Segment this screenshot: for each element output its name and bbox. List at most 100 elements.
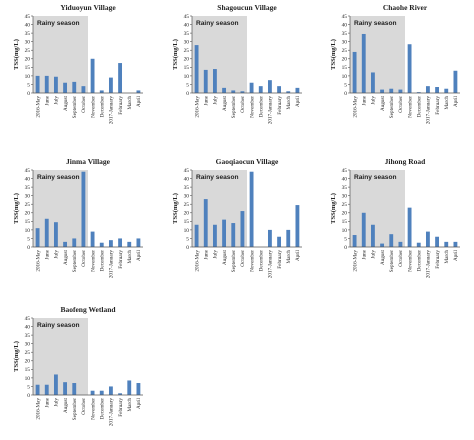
bar-2017-january xyxy=(108,240,113,247)
y-tick-label: 40 xyxy=(25,22,31,28)
chart-title: Jinma Village xyxy=(66,157,111,166)
y-tick-label: 20 xyxy=(342,57,348,63)
y-tick-label: 20 xyxy=(25,57,31,63)
rainy-season-label: Rainy season xyxy=(37,174,80,181)
y-tick-label: 0 xyxy=(344,245,347,251)
x-tick-label: June xyxy=(362,249,368,259)
bar-april xyxy=(295,87,300,93)
y-tick-label: 5 xyxy=(27,384,30,390)
y-tick-label: 40 xyxy=(342,22,348,28)
bar-december xyxy=(99,390,104,395)
x-tick-label: November xyxy=(407,250,413,272)
bar-march xyxy=(444,88,449,93)
y-tick-label: 35 xyxy=(184,31,190,37)
x-tick-label: February xyxy=(435,250,441,269)
x-tick-label: July xyxy=(371,250,377,259)
chart-panel-3: Chaohe River Rainy season 0 5 10 15 20 25 30 35 40… xyxy=(330,3,460,124)
y-tick-label: 40 xyxy=(184,22,190,28)
x-tick-label: December xyxy=(259,96,265,118)
y-tick-label: 45 xyxy=(25,168,31,174)
bar-october xyxy=(240,211,245,247)
bar-march xyxy=(127,380,132,395)
rainy-season-label: Rainy season xyxy=(37,20,80,27)
x-tick-label: April xyxy=(136,397,142,409)
bar-april xyxy=(453,70,458,93)
bar-2017-january xyxy=(108,77,113,93)
chart-panel-7: Baofeng Wetland Rainy season 0 5 10 15 20 25 30 3… xyxy=(13,305,143,426)
bar-august xyxy=(63,382,68,395)
bar-november xyxy=(90,58,95,93)
y-tick-label: 5 xyxy=(344,236,347,242)
y-tick-label: 25 xyxy=(25,202,31,208)
bar-november xyxy=(90,390,95,395)
bar-july xyxy=(53,222,58,247)
y-tick-label: 25 xyxy=(184,48,190,54)
bar-february xyxy=(435,87,440,93)
x-tick-label: March xyxy=(444,96,450,110)
x-tick-label: March xyxy=(286,96,292,110)
bar-september xyxy=(389,88,394,93)
y-tick-label: 25 xyxy=(184,202,190,208)
x-tick-label: 2017-January xyxy=(268,96,274,125)
bar-june xyxy=(361,212,366,247)
x-tick-label: October xyxy=(240,96,246,113)
y-tick-label: 45 xyxy=(25,14,31,20)
bar-november xyxy=(407,207,412,247)
y-tick-label: 40 xyxy=(184,176,190,182)
y-tick-label: 10 xyxy=(342,74,348,80)
y-tick-label: 40 xyxy=(342,176,348,182)
y-tick-label: 25 xyxy=(342,48,348,54)
bar-september xyxy=(72,383,77,395)
x-tick-label: July xyxy=(371,96,377,105)
y-tick-label: 15 xyxy=(184,65,190,71)
x-tick-label: February xyxy=(277,250,283,269)
x-tick-label: June xyxy=(204,249,210,259)
y-tick-label: 20 xyxy=(184,211,190,217)
x-tick-label: 2017-January xyxy=(109,96,115,125)
x-tick-label: 2016-May xyxy=(352,96,358,118)
y-axis-label: TSS(mg/L) xyxy=(330,193,337,224)
y-tick-label: 20 xyxy=(342,211,348,217)
x-tick-label: December xyxy=(100,96,106,118)
y-tick-label: 40 xyxy=(25,176,31,182)
bar-february xyxy=(277,86,282,93)
rainy-season-band xyxy=(33,16,88,93)
bar-2017-january xyxy=(108,386,113,395)
bar-june xyxy=(44,384,49,395)
bar-april xyxy=(453,241,458,247)
x-tick-label: April xyxy=(136,249,142,261)
bar-2016-may xyxy=(194,45,199,93)
y-tick-label: 45 xyxy=(184,168,190,174)
x-tick-label: 2017-January xyxy=(109,250,115,279)
rainy-season-band xyxy=(192,170,247,247)
x-tick-label: September xyxy=(389,96,395,118)
bar-july xyxy=(53,374,58,395)
y-tick-label: 45 xyxy=(342,168,348,174)
y-tick-label: 0 xyxy=(344,91,347,97)
y-tick-label: 0 xyxy=(27,393,30,399)
y-tick-label: 45 xyxy=(25,316,31,322)
x-tick-label: September xyxy=(231,250,237,272)
y-tick-label: 0 xyxy=(27,245,30,251)
x-tick-label: September xyxy=(72,250,78,272)
x-tick-label: March xyxy=(286,250,292,264)
x-tick-label: February xyxy=(435,96,441,115)
bar-march xyxy=(286,91,291,93)
x-tick-label: 2016-May xyxy=(35,96,41,118)
bar-december xyxy=(416,242,421,247)
bar-march xyxy=(286,229,291,247)
rainy-season-label: Rainy season xyxy=(196,174,239,181)
y-axis-label: TSS(mg/L) xyxy=(13,341,20,372)
x-tick-label: April xyxy=(136,95,142,107)
x-tick-label: November xyxy=(407,96,413,118)
x-tick-label: December xyxy=(100,250,106,272)
bar-september xyxy=(231,90,236,93)
x-tick-label: October xyxy=(240,250,246,267)
bar-august xyxy=(222,87,227,93)
y-tick-label: 15 xyxy=(25,65,31,71)
bar-april xyxy=(136,238,141,247)
bar-june xyxy=(361,33,366,93)
x-tick-label: September xyxy=(72,398,78,420)
x-tick-label: November xyxy=(90,398,96,420)
x-tick-label: August xyxy=(63,249,69,265)
